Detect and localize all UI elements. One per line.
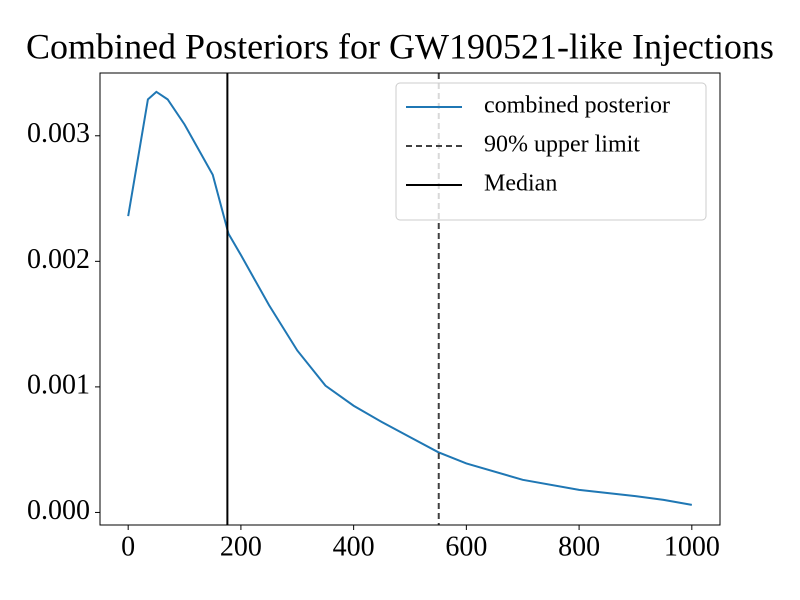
legend-box bbox=[395, 82, 707, 221]
chart-title: Combined Posteriors for GW190521-like In… bbox=[26, 26, 774, 66]
series-line bbox=[127, 90, 692, 506]
legend-label: Median bbox=[484, 171, 557, 197]
y-tick-label: 0.000 bbox=[27, 495, 90, 526]
x-tick-label: 1000 bbox=[664, 531, 720, 562]
x-tick-label: 800 bbox=[558, 531, 600, 562]
x-tick-label: 600 bbox=[445, 531, 487, 562]
y-tick-label: 0.001 bbox=[27, 369, 90, 400]
legend: combined posterior 90% upper limit Median bbox=[395, 82, 707, 221]
y-tick-label: 0.002 bbox=[27, 244, 90, 275]
x-tick-label: 200 bbox=[220, 531, 262, 562]
y-tick-label: 0.003 bbox=[27, 118, 90, 149]
legend-label: 90% upper limit bbox=[484, 132, 640, 158]
plot-frame bbox=[99, 72, 721, 526]
x-tick-label: 0 bbox=[121, 531, 135, 562]
legend-label: combined posterior bbox=[484, 93, 670, 119]
x-tick-label: 400 bbox=[333, 531, 375, 562]
